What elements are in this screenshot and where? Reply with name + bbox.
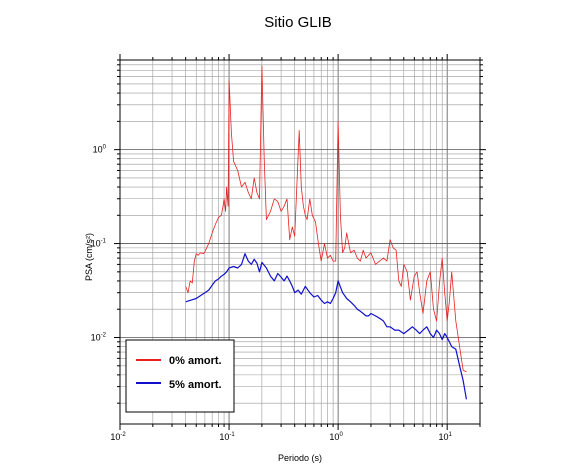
x-tick-labels: 10-2 10-1 100 101 [110,432,452,442]
grid-lines [119,59,481,424]
legend-label-0: 0% amort. [169,355,222,367]
series-lines [185,65,467,400]
x-tick-label: 101 [438,432,452,442]
legend-label-1: 5% amort. [169,379,222,391]
y-tick-label: 10-2 [91,333,107,343]
legend-box [125,339,235,413]
chart-title: Sitio GLIB [264,14,332,31]
x-tick-label: 100 [329,432,343,442]
series-line-0 [185,65,467,373]
plot-frame [119,59,481,425]
x-tick-label: 10-2 [110,432,126,442]
x-tick-label: 10-1 [219,432,235,442]
series-line-1 [185,253,467,400]
y-tick-label: 10-1 [91,239,107,249]
axis-ticks [114,54,486,430]
y-axis-label: PSA (cm/s²) [84,233,94,281]
legend: 0% amort. 5% amort. [125,339,235,413]
x-axis-label: Periodo (s) [278,453,322,463]
y-tick-labels: 10-2 10-1 100 [91,145,107,343]
y-tick-label: 100 [93,145,107,155]
